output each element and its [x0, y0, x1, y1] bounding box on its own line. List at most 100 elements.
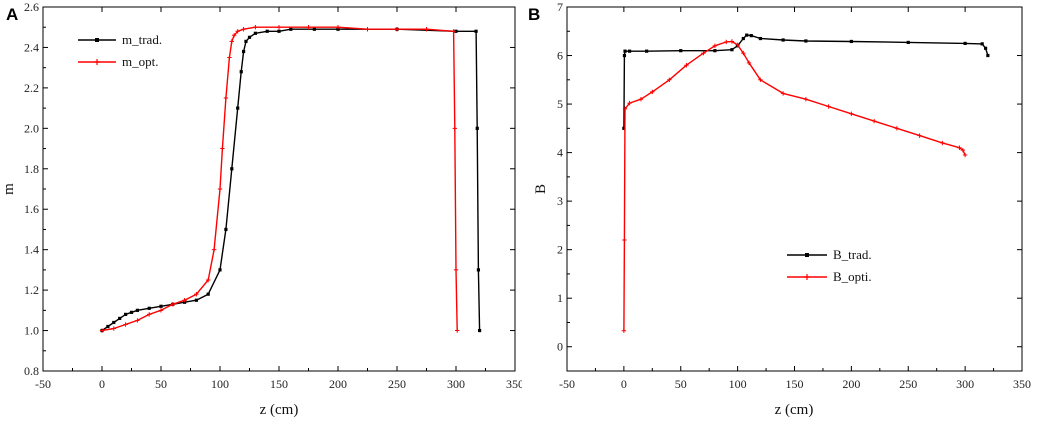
data-point-a-1 — [123, 322, 128, 327]
y-tick-label-b: 6 — [557, 49, 563, 63]
data-point-a-1 — [223, 95, 229, 101]
data-point-a-1 — [306, 25, 311, 30]
data-point-b-1 — [638, 97, 644, 102]
series-line-b-0 — [623, 34, 989, 129]
data-point-b-1 — [917, 133, 922, 138]
data-point-a-1 — [99, 328, 105, 333]
data-point-b-1 — [758, 77, 763, 82]
x-tick-label-b: -50 — [559, 377, 575, 391]
data-point-b-0 — [781, 38, 785, 42]
x-tick-label-b: 100 — [729, 377, 747, 391]
y-tick-label-b: 1 — [557, 291, 563, 305]
data-point-b-1 — [894, 126, 900, 131]
panel-letter-a: A — [6, 5, 18, 24]
y-tick-label-b: 3 — [557, 194, 563, 208]
data-point-b-1 — [684, 63, 689, 68]
y-tick-label-a: 2.0 — [24, 121, 39, 135]
data-point-b-0 — [980, 42, 984, 46]
data-point-a-1 — [335, 25, 341, 30]
data-point-b-0 — [713, 49, 717, 53]
x-tick-label-a: 200 — [329, 377, 347, 391]
data-point-a-1 — [211, 247, 217, 252]
x-tick-label-a: 250 — [388, 377, 406, 391]
data-point-b-0 — [906, 40, 910, 45]
data-point-a-1 — [194, 291, 199, 297]
data-point-a-1 — [241, 27, 246, 32]
data-point-b-0 — [741, 36, 745, 41]
data-point-b-1 — [741, 50, 746, 56]
x-tick-label-a: 50 — [155, 377, 167, 391]
data-point-b-0 — [963, 41, 967, 45]
chart-panel-b: B -50 0 50 100 150 200 250 300 350 0 1 2 3 4 5 6 7 B_trad… — [528, 0, 1031, 418]
data-point-b-1 — [650, 89, 655, 95]
y-tick-label-a: 1.2 — [24, 283, 39, 297]
data-point-b-1 — [871, 118, 877, 124]
plot-frame-b — [566, 6, 1023, 372]
data-point-b-1 — [621, 328, 627, 333]
x-tick-label-b: 0 — [621, 377, 627, 391]
data-point-a-0 — [244, 39, 248, 43]
y-tick-label-b: 0 — [557, 340, 563, 354]
data-point-a-0 — [236, 106, 240, 110]
data-point-b-1 — [803, 97, 809, 102]
data-point-b-0 — [749, 34, 753, 38]
data-point-b-1 — [849, 111, 854, 116]
x-tick-label-b: 200 — [842, 377, 860, 391]
data-point-b-1 — [667, 77, 672, 82]
data-point-b-0 — [849, 39, 853, 44]
legend-marker-b-1 — [804, 274, 810, 280]
data-point-b-1 — [724, 39, 729, 45]
data-point-a-1 — [451, 29, 456, 34]
y-tick-label-a: 2.6 — [24, 0, 39, 14]
data-point-a-0 — [194, 298, 198, 302]
x-tick-label-b: 300 — [956, 377, 974, 391]
data-point-a-1 — [220, 146, 225, 151]
y-tick-label-b: 5 — [557, 97, 563, 111]
legend-marker-b-0 — [805, 253, 809, 257]
legend-label-a-0: m_trad. — [122, 32, 162, 47]
data-point-b-1 — [735, 42, 740, 48]
data-point-a-0 — [476, 268, 481, 272]
y-axis-title-a: m — [1, 183, 17, 195]
data-point-a-1 — [276, 25, 282, 30]
data-point-b-0 — [745, 33, 749, 37]
data-point-a-1 — [227, 55, 232, 60]
data-point-b-1 — [826, 104, 831, 109]
data-point-a-0 — [224, 227, 228, 232]
data-point-a-1 — [453, 267, 459, 273]
data-point-a-0 — [253, 31, 257, 35]
data-point-b-1 — [746, 60, 752, 66]
x-tick-label-a: 0 — [99, 377, 105, 391]
x-axis-title-b: z (cm) — [775, 402, 814, 418]
data-point-a-1 — [229, 39, 234, 44]
data-point-b-0 — [623, 49, 627, 53]
data-point-a-0 — [474, 29, 478, 33]
data-point-b-1 — [962, 152, 968, 158]
x-tick-label-a: 100 — [211, 377, 229, 391]
data-point-a-1 — [170, 302, 175, 307]
data-point-a-1 — [235, 29, 240, 34]
data-point-b-1 — [940, 140, 945, 146]
data-point-a-1 — [253, 25, 258, 30]
data-point-a-0 — [112, 320, 116, 325]
data-point-b-0 — [622, 126, 626, 130]
data-point-a-0 — [159, 304, 163, 308]
x-tick-label-b: 150 — [786, 377, 804, 391]
data-point-a-0 — [454, 29, 458, 33]
x-tick-label-a: 300 — [447, 377, 465, 391]
data-point-b-1 — [622, 237, 627, 243]
x-tick-label-a: -50 — [35, 377, 51, 391]
data-point-b-0 — [622, 53, 627, 58]
data-point-a-0 — [239, 70, 243, 74]
data-point-b-0 — [804, 39, 808, 43]
data-point-a-0 — [478, 328, 482, 333]
data-point-b-1 — [729, 39, 735, 44]
legend-label-b-1: B_opti. — [833, 269, 872, 284]
data-point-b-1 — [622, 106, 628, 112]
series-line-a-0 — [101, 28, 481, 332]
data-point-a-1 — [424, 27, 429, 32]
data-point-a-1 — [182, 298, 187, 303]
data-point-b-1 — [780, 91, 786, 96]
y-tick-label-a: 2.4 — [24, 40, 39, 54]
data-point-a-1 — [217, 186, 223, 192]
